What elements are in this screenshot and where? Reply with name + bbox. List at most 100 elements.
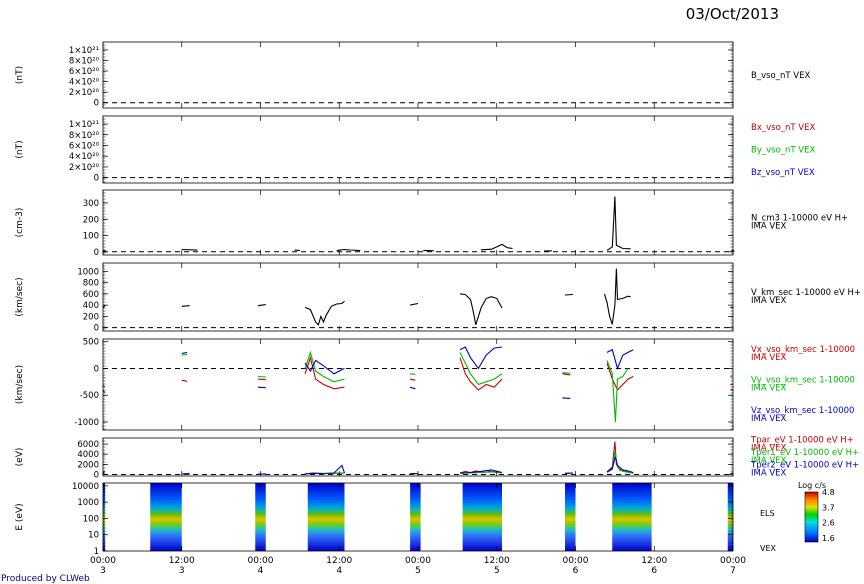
ytick-label: 100 — [83, 232, 99, 242]
ylabel: (nT) — [15, 66, 25, 84]
panel-frame — [102, 338, 734, 431]
colorbar-tick-label: 2.6 — [822, 519, 835, 528]
series-segment — [257, 375, 266, 378]
panel-frame — [102, 262, 734, 332]
legend-sub-label: IMA VEX — [751, 469, 787, 479]
legend-label: Tper1_eV 1-10000 eV H+ — [750, 448, 859, 458]
xtick-label-day: 4 — [258, 566, 264, 576]
ylabel: E (eV) — [15, 503, 25, 530]
ytick-label: 8×10²⁰ — [69, 131, 100, 141]
legend-sub-label: IMA VEX — [751, 456, 787, 466]
ytick-label: 10 — [88, 531, 99, 541]
xtick-label-time: 00:00 — [720, 556, 746, 566]
colorbar-tick-label: 4.8 — [822, 488, 835, 497]
series-segment — [257, 378, 266, 381]
series-segment — [606, 360, 629, 423]
spectrogram-block — [150, 483, 182, 551]
xtick-label-day: 6 — [651, 566, 657, 576]
series-segment — [606, 348, 634, 371]
xtick-label-day: 5 — [415, 566, 421, 576]
xtick-label-time: 12:00 — [326, 556, 352, 566]
series-segment — [459, 352, 503, 386]
colorbar-tick-label: 3.7 — [822, 503, 835, 512]
ytick-label: 2000 — [77, 460, 99, 470]
series-segment — [480, 243, 513, 251]
series-segment — [564, 293, 573, 296]
legend-label: N_cm3 1-10000 eV H+ — [751, 214, 848, 224]
xtick-label-day: 6 — [573, 566, 579, 576]
ylabel: (eV) — [15, 448, 25, 467]
xtick-label-day: 4 — [336, 566, 342, 576]
ytick-label: 1000 — [77, 267, 99, 277]
ylabel: (cm-3) — [15, 208, 25, 238]
series-segment — [606, 362, 634, 391]
ytick-label: 6000 — [77, 440, 99, 450]
ytick-label: 10000 — [72, 482, 99, 492]
ytick-label: 1 — [94, 547, 99, 557]
legend-label: Vy_vso_km_sec 1-10000 — [751, 376, 855, 386]
ytick-label: 400 — [83, 301, 99, 311]
series-segment — [459, 293, 503, 325]
credit-label: Produced by CLWeb — [1, 574, 90, 584]
series-segment — [181, 305, 190, 307]
series-segment — [562, 397, 571, 399]
ytick-label: 300 — [83, 199, 99, 209]
ytick-label: -1000 — [74, 418, 99, 428]
panel-frame — [102, 437, 734, 477]
legend-sub-label: IMA VEX — [751, 414, 787, 424]
legend-sub-label: IMA VEX — [751, 222, 787, 232]
legend-label: Bz_vso_nT VEX — [751, 168, 815, 178]
legend-label: B_vso_nT VEX — [751, 71, 810, 81]
ytick-label: 600 — [83, 290, 99, 300]
spectrogram-sub-label: VEX — [760, 544, 777, 553]
spectrogram-block — [727, 483, 733, 551]
ytick-label: 1×10²¹ — [69, 120, 99, 130]
legend-label: Vx_vso_km_sec 1-10000 — [751, 345, 855, 355]
ytick-label: 200 — [83, 215, 99, 225]
ytick-label: 1000 — [77, 498, 99, 508]
panel-7: Log c/s4.8 3.7 2.6 1.6 ELS VEX 1 10 100 1000 10000… — [15, 481, 835, 557]
ytick-label: 0 — [94, 99, 99, 109]
xtick-label-day: 7 — [730, 566, 736, 576]
series-segment — [102, 304, 106, 309]
ytick-label: 500 — [83, 338, 99, 348]
ytick-label: 4×10²⁰ — [69, 152, 100, 162]
spectrogram-block — [255, 483, 266, 551]
panel-frame — [102, 115, 734, 184]
ytick-label: 4×10²⁰ — [69, 78, 100, 88]
xtick-label-time: 00:00 — [90, 556, 116, 566]
series-segment — [336, 248, 361, 252]
ytick-label: 8×10²⁰ — [69, 56, 100, 66]
legend-label: By_vso_nT VEX — [751, 146, 815, 156]
legend-label: V_km_sec 1-10000 eV H+ — [751, 288, 861, 298]
series-segment — [181, 379, 188, 382]
ylabel: (nT) — [15, 140, 25, 158]
series-segment — [606, 456, 634, 474]
ytick-label: 1×10²¹ — [69, 46, 99, 56]
legend-sub-label: IMA VEX — [751, 296, 787, 306]
colorbar-title: Log c/s — [798, 481, 826, 490]
legend-sub-label: IMA VEX — [751, 443, 787, 453]
ytick-label: -500 — [80, 391, 99, 401]
series-segment — [304, 350, 345, 383]
xtick-label-day: 3 — [179, 566, 185, 576]
ytick-label: 200 — [83, 312, 99, 322]
series-segment — [181, 351, 188, 355]
ytick-label: 100 — [83, 514, 99, 524]
series-segment — [459, 469, 503, 474]
legend-label: Bx_vso_nT VEX — [751, 123, 815, 133]
series-segment — [304, 300, 345, 326]
series-segment — [102, 376, 105, 379]
spectrogram-block — [307, 483, 345, 551]
series-segment — [257, 386, 266, 389]
spectrogram-block — [462, 483, 502, 551]
series-segment — [603, 268, 631, 325]
spectrogram-block — [410, 483, 421, 551]
spectrogram-label: ELS — [760, 509, 775, 518]
ytick-label: 0 — [94, 174, 99, 184]
legend-sub-label: IMA VEX — [751, 353, 787, 363]
spectrogram-block — [565, 483, 576, 551]
